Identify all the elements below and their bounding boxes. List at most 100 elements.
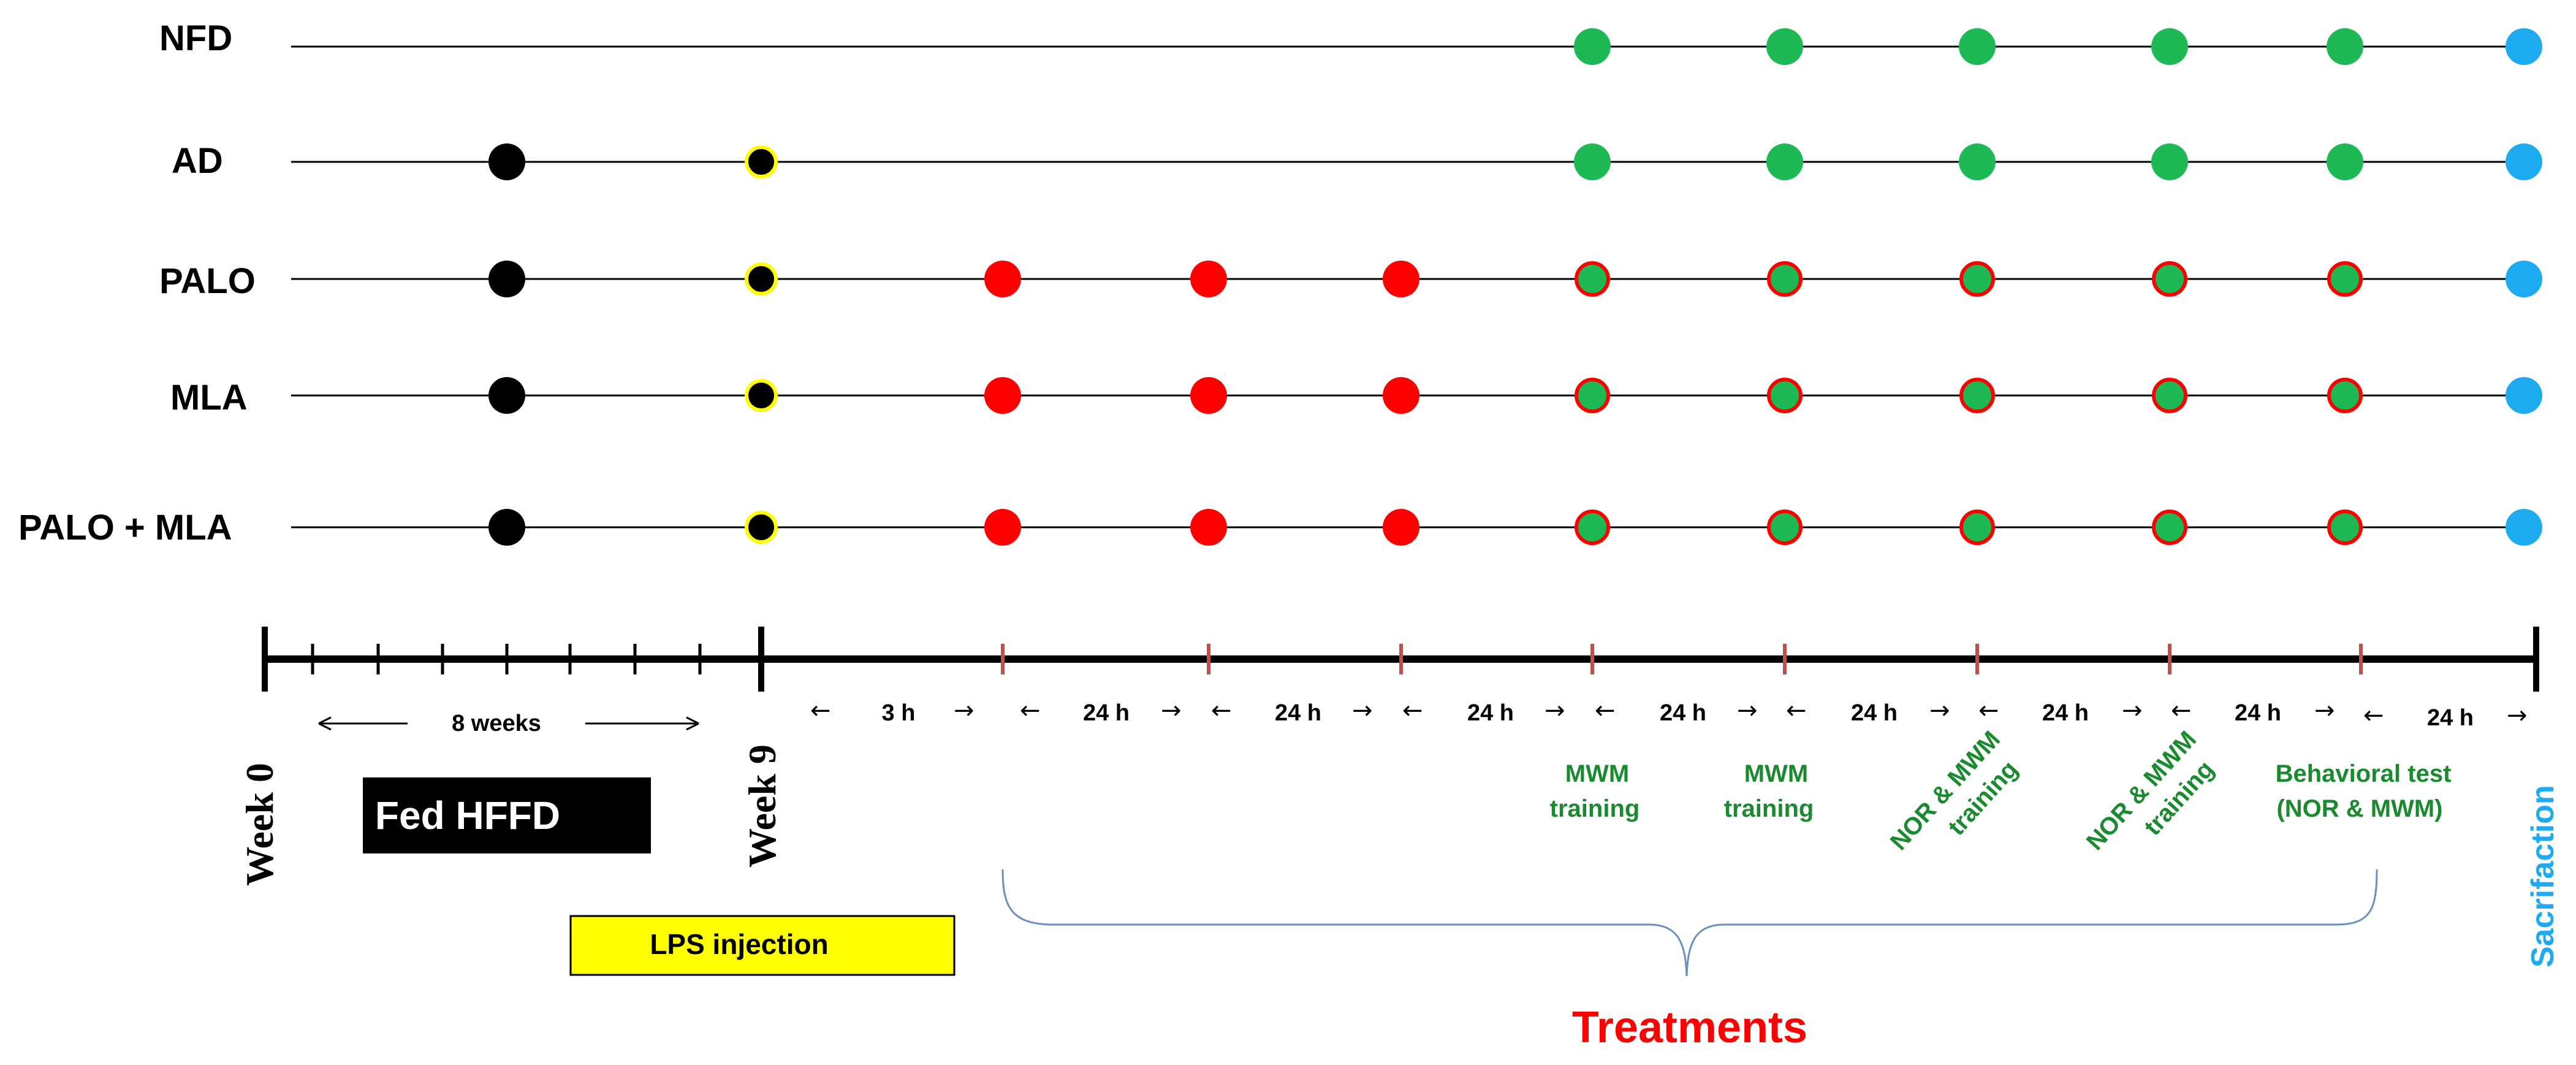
treatments-brace	[1001, 869, 2378, 977]
lps-injection-label: LPS injection	[650, 928, 828, 960]
interval-arrow-right: →	[2122, 697, 2143, 725]
dot-behavioral	[2151, 28, 2188, 65]
sacrifaction-label: Sacrifaction	[2525, 785, 2561, 968]
interval-labels: ← 3 h → ← 24 h → ← 24 h → ← 24 h → ← 24 …	[810, 697, 2528, 731]
group-label-nfd: NFD	[159, 18, 232, 58]
interval-label: 24 h	[1467, 700, 1514, 726]
interval-arrow-left: ←	[2363, 701, 2384, 730]
dot-hffd	[488, 377, 525, 414]
interval-label: 24 h	[1660, 700, 1706, 726]
dot-lps	[745, 511, 778, 544]
interval-arrow-left: ←	[1978, 697, 1999, 725]
interval-arrow-left: ←	[1595, 697, 1616, 725]
interval-arrow-left: ←	[1402, 697, 1423, 725]
dot-treatment-behavioral	[1575, 510, 1610, 545]
interval-arrow-right: →	[954, 697, 975, 725]
dot-behavioral	[1959, 143, 1996, 180]
dot-behavioral	[1574, 143, 1611, 180]
event-nor-1: NOR & MWM training	[1885, 726, 2023, 855]
event-mwm-1-line1: MWM	[1565, 760, 1629, 787]
dot-lps	[745, 145, 778, 178]
eight-weeks-annotation: 8 weeks	[318, 711, 699, 736]
dots-nfd	[1574, 28, 2542, 65]
dot-lps	[745, 379, 778, 412]
dot-treatment-behavioral	[1767, 378, 1803, 413]
eight-weeks-label: 8 weeks	[452, 711, 541, 736]
group-label-mla: MLA	[170, 378, 248, 418]
week-ticks	[311, 644, 702, 674]
dot-behavioral	[1574, 28, 1611, 65]
dot-behavioral	[1766, 28, 1803, 65]
event-behavioral-line1: Behavioral test	[2276, 760, 2452, 787]
dot-sacrifice	[2506, 509, 2542, 546]
interval-arrow-right: →	[1929, 697, 1950, 725]
dot-behavioral	[2327, 28, 2363, 65]
dot-treatment-behavioral	[2327, 261, 2363, 297]
dot-hffd	[488, 143, 525, 180]
dot-sacrifice	[2506, 377, 2542, 414]
dot-sacrifice	[2506, 143, 2542, 180]
event-mwm-2-line2: training	[1724, 795, 1814, 822]
week-0-label: Week 0	[238, 763, 281, 886]
dot-treatment	[984, 261, 1021, 297]
treatment-ticks	[1001, 644, 2363, 674]
dot-treatment-behavioral	[2327, 510, 2363, 545]
dot-treatment	[1383, 377, 1419, 414]
dot-hffd	[488, 509, 525, 546]
left-arrow-head	[318, 716, 332, 731]
dot-behavioral	[2327, 143, 2363, 180]
interval-arrow-right: →	[1544, 697, 1565, 725]
dot-treatment-behavioral	[1959, 378, 1995, 413]
dot-treatment	[1190, 377, 1227, 414]
dots-ad	[488, 143, 2542, 180]
interval-arrow-left: ←	[1211, 697, 1232, 725]
fed-hffd-box	[363, 777, 651, 853]
interval-label: 24 h	[1275, 700, 1321, 726]
interval-arrow-left: ←	[810, 697, 831, 725]
group-label-ad: AD	[172, 141, 223, 181]
event-mwm-2-line1: MWM	[1744, 760, 1808, 787]
dots-palo-mla	[488, 509, 2542, 546]
group-label-palo-mla: PALO + MLA	[18, 508, 232, 548]
dot-treatment-behavioral	[2152, 378, 2187, 413]
dot-treatment	[984, 377, 1021, 414]
dot-behavioral	[2151, 143, 2188, 180]
time-axis	[262, 627, 2539, 692]
dot-treatment	[1383, 509, 1419, 546]
interval-arrow-right: →	[2314, 697, 2335, 725]
interval-label: 3 h	[882, 700, 916, 726]
interval-arrow-right: →	[2507, 701, 2528, 730]
dot-treatment	[984, 509, 1021, 546]
interval-arrow-left: ←	[2171, 697, 2192, 725]
dots-palo	[488, 261, 2542, 297]
interval-label: 24 h	[2042, 700, 2089, 726]
dot-hffd	[488, 261, 525, 297]
interval-arrow-left: ←	[1020, 697, 1041, 725]
event-behavioral-line2: (NOR & MWM)	[2276, 795, 2442, 822]
interval-arrow-right: →	[1737, 697, 1758, 725]
dots-mla	[488, 377, 2542, 414]
interval-arrow-left: ←	[1786, 697, 1807, 725]
dot-treatment-behavioral	[1959, 510, 1995, 545]
dot-sacrifice	[2506, 261, 2542, 297]
interval-label: 24 h	[1083, 700, 1130, 726]
treatments-label: Treatments	[1572, 1003, 1807, 1052]
fed-hffd-label: Fed HFFD	[375, 793, 560, 838]
interval-label: 24 h	[2427, 705, 2474, 731]
dot-sacrifice	[2506, 28, 2542, 65]
dot-behavioral	[1766, 143, 1803, 180]
event-mwm-1-line2: training	[1550, 795, 1640, 822]
interval-label: 24 h	[2235, 700, 2281, 726]
dot-treatment-behavioral	[1575, 378, 1610, 413]
interval-arrow-right: →	[1161, 697, 1182, 725]
dot-treatment-behavioral	[1959, 261, 1995, 297]
dot-treatment	[1190, 509, 1227, 546]
dot-treatment	[1383, 261, 1419, 297]
lps-injection-box	[569, 915, 956, 976]
right-arrow-head	[686, 716, 699, 731]
dot-treatment-behavioral	[2327, 378, 2363, 413]
group-label-palo: PALO	[159, 261, 256, 301]
event-nor-2: NOR & MWM training	[2081, 726, 2219, 855]
dot-treatment-behavioral	[1767, 261, 1803, 297]
